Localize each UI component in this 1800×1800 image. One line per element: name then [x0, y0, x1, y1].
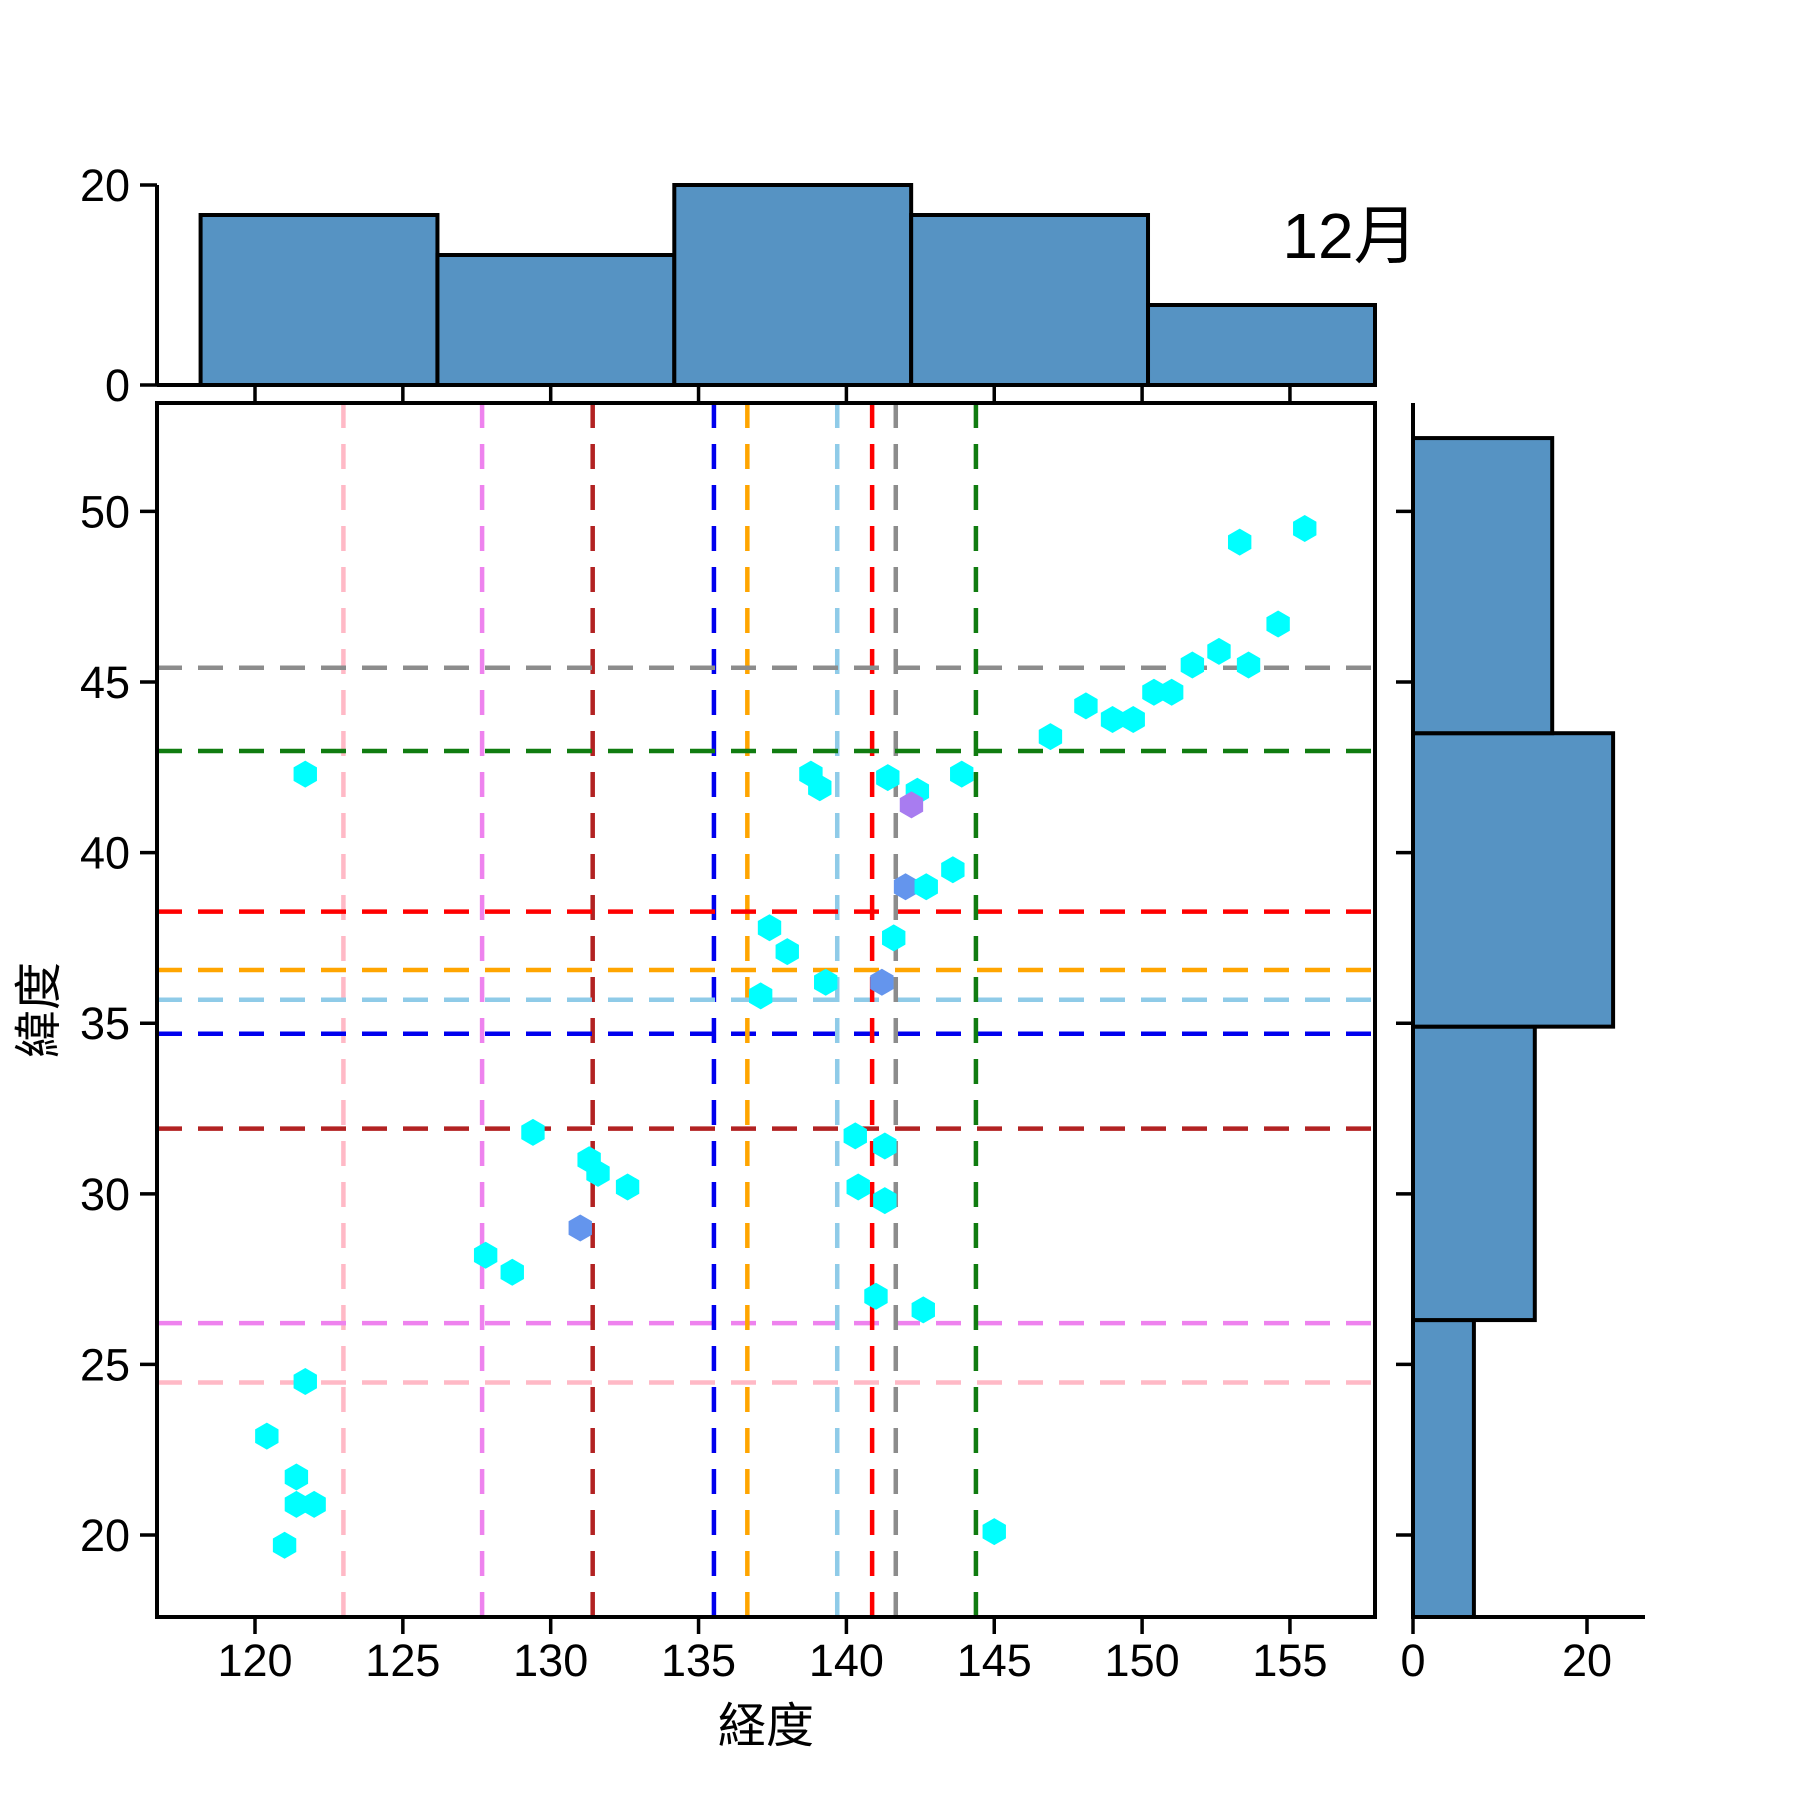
scatter-point — [1293, 514, 1317, 542]
scatter-point — [1266, 610, 1290, 638]
x-tick-label: 140 — [809, 1635, 884, 1686]
scatter-point — [302, 1490, 326, 1518]
scatter-point — [1227, 528, 1252, 556]
scatter-point — [882, 924, 906, 952]
scatter-point — [568, 1214, 592, 1242]
scatter-point — [899, 791, 924, 819]
scatter-point — [284, 1463, 309, 1491]
scatter-point — [893, 873, 918, 901]
scatter-point — [1180, 651, 1205, 679]
main-axes-frame — [155, 401, 1377, 1619]
scatter-point — [521, 1118, 545, 1146]
hist-right-bar — [1411, 1318, 1476, 1619]
scatter-point — [1100, 706, 1125, 734]
scatter-point — [748, 982, 773, 1010]
scatter-point — [876, 764, 900, 792]
scatter-point — [775, 938, 799, 966]
y-tick-label: 40 — [80, 828, 130, 879]
y-tick-label: 30 — [80, 1169, 130, 1220]
scatter-point — [272, 1531, 297, 1559]
scatter-point — [473, 1241, 498, 1269]
hist-top-bar — [672, 183, 914, 387]
scatter-point — [293, 760, 317, 788]
scatter-point — [914, 873, 938, 901]
scatter-point — [1236, 651, 1261, 679]
scatter-point — [1121, 706, 1145, 734]
scatter-point — [293, 1367, 317, 1395]
scatter-point — [615, 1173, 640, 1201]
hist-top-bar — [909, 213, 1151, 387]
scatter-point — [873, 1187, 897, 1215]
scatter-point — [757, 914, 782, 942]
scatter-point — [500, 1258, 524, 1286]
scatter-point — [1207, 637, 1231, 665]
scatter-point — [870, 968, 894, 996]
scatter-point — [911, 1296, 935, 1324]
x-tick-label: 120 — [217, 1635, 292, 1686]
scatter-point — [808, 774, 832, 802]
hist-top-bar — [435, 253, 677, 387]
y-tick-label: 35 — [80, 998, 130, 1049]
scatter-point — [941, 856, 965, 884]
hist-right-x-tick-label: 20 — [1562, 1635, 1612, 1686]
y-tick-label: 45 — [80, 657, 130, 708]
hist-right-x-tick-label: 0 — [1400, 1635, 1425, 1686]
x-tick-label: 130 — [513, 1635, 588, 1686]
y-tick-label: 20 — [80, 1510, 130, 1561]
scatter-point — [814, 968, 838, 996]
scatter-point — [284, 1490, 309, 1518]
hist-right-bar — [1411, 1024, 1537, 1323]
scatter-point — [255, 1422, 279, 1450]
x-axis-label: 経度 — [718, 1700, 814, 1753]
scatter-point — [846, 1173, 870, 1201]
scatter-point — [586, 1159, 610, 1187]
scatter-point — [1038, 723, 1063, 751]
hist-right-bar — [1411, 731, 1616, 1029]
chart-title: 12月 — [1282, 200, 1417, 272]
hist-top-y-tick-label: 20 — [80, 160, 130, 211]
x-tick-label: 155 — [1252, 1635, 1327, 1686]
y-tick-label: 25 — [80, 1339, 130, 1390]
x-tick-label: 125 — [365, 1635, 440, 1686]
scatter-point — [982, 1518, 1006, 1546]
scatter-point — [1074, 692, 1098, 720]
x-tick-label: 150 — [1105, 1635, 1180, 1686]
x-tick-label: 145 — [957, 1635, 1032, 1686]
scatter-point — [950, 760, 974, 788]
y-tick-label: 50 — [80, 486, 130, 537]
hist-top-bar — [198, 213, 440, 387]
hist-top-y-tick-label: 0 — [105, 360, 130, 411]
scatter-point — [873, 1132, 897, 1160]
x-tick-label: 135 — [661, 1635, 736, 1686]
scatter-point — [843, 1122, 867, 1150]
scatter-point — [1142, 678, 1166, 706]
hist-right-bar — [1411, 436, 1555, 736]
scatter-point — [1159, 678, 1184, 706]
y-axis-label: 緯度 — [13, 962, 66, 1058]
hist-top-bar — [1146, 303, 1378, 387]
scatter-point — [864, 1282, 888, 1310]
